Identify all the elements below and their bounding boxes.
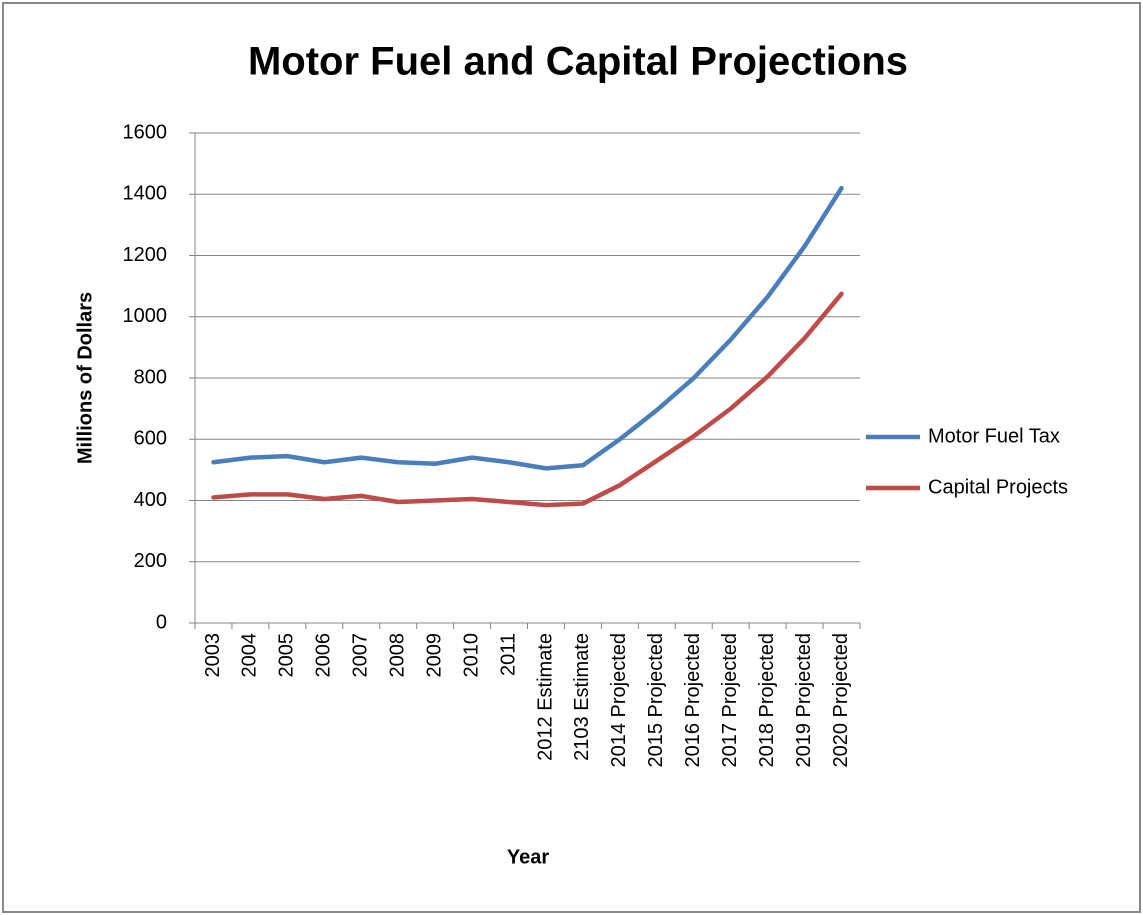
x-tick-label: 2017 Projected — [719, 633, 741, 768]
x-tick-label: 2010 — [460, 633, 482, 678]
x-tick-label: 2007 — [350, 633, 372, 678]
y-tick-label: 800 — [134, 366, 167, 388]
x-tick-label: 2009 — [423, 633, 445, 678]
y-tick-label: 1600 — [123, 121, 168, 143]
x-tick-label: 2008 — [386, 633, 408, 678]
legend-label: Capital Projects — [928, 476, 1068, 498]
y-tick-label: 1200 — [123, 244, 168, 266]
series-line — [211, 185, 844, 471]
x-axis-label: Year — [507, 846, 549, 868]
x-tick-label: 2004 — [239, 633, 261, 678]
x-tick-label: 2020 Projected — [830, 633, 852, 768]
x-tick-label: 2018 Projected — [756, 633, 778, 768]
y-tick-label: 1000 — [123, 305, 168, 327]
legend-label: Motor Fuel Tax — [928, 425, 1060, 447]
y-tick-label: 0 — [156, 611, 167, 633]
x-tick-label: 2015 Projected — [645, 633, 667, 768]
y-axis-label: Millions of Dollars — [74, 292, 96, 464]
y-tick-label: 200 — [134, 550, 167, 572]
x-tick-label: 2103 Estimate — [571, 633, 593, 761]
y-tick-label: 600 — [134, 428, 167, 450]
x-tick-label: 2012 Estimate — [534, 633, 556, 761]
x-tick-label: 2003 — [202, 633, 224, 678]
x-tick-label: 2019 Projected — [793, 633, 815, 768]
y-tick-label: 1400 — [123, 183, 168, 205]
x-tick-label: 2005 — [276, 633, 298, 678]
x-tick-label: 2011 — [497, 633, 519, 676]
x-tick-label: 2014 Projected — [608, 633, 630, 768]
series-line — [211, 291, 844, 508]
x-tick-label: 2016 Projected — [682, 633, 704, 768]
chart-title: Motor Fuel and Capital Projections — [248, 40, 908, 84]
y-tick-label: 400 — [134, 489, 167, 511]
x-tick-label: 2006 — [313, 633, 335, 678]
